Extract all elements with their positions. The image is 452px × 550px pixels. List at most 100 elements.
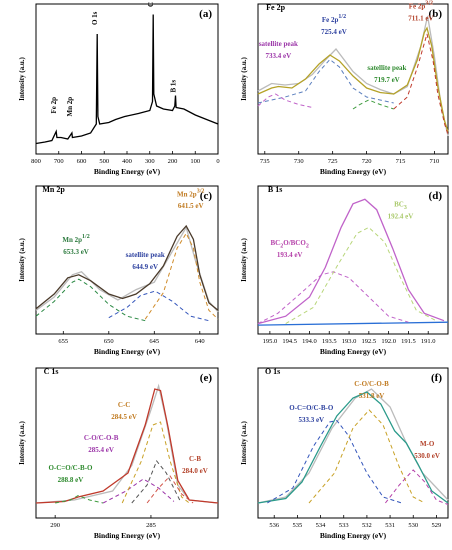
- panel-c: 655 650 645 640 Binding Energy (eV) Intensity…: [18, 185, 219, 356]
- series-line-1: [35, 388, 219, 504]
- peak-annotation: 533.3 eV: [298, 416, 324, 424]
- panel-letter: (e): [200, 372, 213, 384]
- plot-frame: [257, 3, 449, 155]
- peak-annotation: BC2O/BCO2: [271, 239, 309, 250]
- series-line-2: [55, 494, 104, 504]
- x-tick-label: 640: [195, 338, 205, 345]
- panel-title: B 1s: [268, 185, 282, 194]
- x-tick-label: 725: [328, 158, 338, 165]
- peak-annotation: O-C=O/C-B-O: [48, 464, 93, 472]
- x-tick-label: 0: [216, 158, 219, 165]
- series-line-0: [35, 383, 219, 504]
- series-line-0: [35, 225, 219, 313]
- panel-title: O 1s: [265, 367, 280, 376]
- series-line-1: [35, 224, 219, 311]
- series-line-2: [35, 278, 146, 322]
- peak-annotation: Fe 2p1/2: [322, 14, 346, 24]
- plot-frame: [35, 185, 219, 335]
- series-line-3: [108, 290, 210, 322]
- series-line-6: [131, 460, 181, 504]
- plot-frame: [257, 367, 449, 519]
- x-tick-label: 715: [396, 158, 406, 165]
- peak-annotation: 288.8 eV: [58, 476, 84, 484]
- panel-letter: (c): [200, 190, 213, 202]
- x-tick-label: 700: [54, 158, 64, 165]
- panel-e: 290 285 Binding Energy (eV) Intensity (a.u.…: [18, 367, 219, 540]
- peak-annotation: M-O: [420, 440, 435, 448]
- peak-annotation: satellite peak: [259, 40, 298, 48]
- plot-frame: [35, 3, 219, 155]
- peak-annotation: 653.3 eV: [63, 248, 89, 256]
- series-line-5: [393, 33, 449, 135]
- x-tick-label: 730: [294, 158, 304, 165]
- y-axis-label: Intensity (a.u.): [240, 237, 248, 281]
- x-tick-label: 533: [339, 522, 349, 529]
- x-tick-label: 400: [122, 158, 132, 165]
- panel-b: 735 730 725 720 715 710 Binding Energy (eV) Int…: [240, 1, 449, 176]
- series-line-1: [257, 198, 445, 325]
- x-tick-label: 195.0: [263, 338, 278, 345]
- series-line-2: [257, 58, 394, 104]
- y-axis-label: Intensity (a.u.): [240, 56, 248, 100]
- x-tick-label: 531: [385, 522, 395, 529]
- x-axis-label: Binding Energy (eV): [320, 347, 387, 356]
- series-line-0: [257, 15, 449, 137]
- x-tick-label: 530: [408, 522, 418, 529]
- peak-annotation: 719.7 eV: [374, 76, 400, 84]
- y-axis-label: Intensity (a.u.): [18, 420, 26, 464]
- x-tick-label: 710: [430, 158, 440, 165]
- peak-annotation: C-O/C-O-B: [354, 380, 389, 388]
- y-axis-label: Intensity (a.u.): [240, 420, 248, 464]
- series-line-3: [308, 409, 426, 504]
- x-tick-label: 800: [31, 158, 41, 165]
- plot-frame: [35, 367, 219, 519]
- peak-annotation: satellite peak: [126, 251, 165, 259]
- x-tick-label: 645: [149, 338, 159, 345]
- peak-annotation: C-C: [118, 401, 130, 409]
- series-line-4: [385, 469, 449, 505]
- x-tick-label: 285: [146, 522, 156, 529]
- peak-annotation: B 1s: [169, 80, 177, 93]
- series-line-3: [257, 93, 313, 108]
- series-line-1: [257, 391, 449, 504]
- panel-a: 800 700 600 500 400 300 200 100 0 Binding Energy …: [18, 0, 220, 176]
- x-axis-label: Binding Energy (eV): [94, 531, 161, 540]
- series-line-4: [121, 421, 190, 504]
- x-tick-label: 720: [362, 158, 372, 165]
- peak-annotation: 644.9 eV: [132, 263, 158, 271]
- x-tick-label: 655: [58, 338, 68, 345]
- x-tick-label: 532: [362, 522, 372, 529]
- peak-annotation: 530.0 eV: [414, 452, 440, 460]
- panel-title: Mn 2p: [42, 185, 65, 194]
- series-line-3: [285, 226, 437, 325]
- y-axis-label: Intensity (a.u.): [18, 237, 26, 281]
- peak-annotation: O-C=O/C-B-O: [289, 404, 334, 412]
- peak-annotation: 285.4 eV: [88, 446, 114, 454]
- x-tick-label: 194.5: [282, 338, 297, 345]
- peak-annotation: Mn 2p: [66, 97, 74, 117]
- peak-annotation: 192.4 eV: [388, 213, 414, 221]
- peak-annotation: Fe 2p3/2: [409, 1, 433, 11]
- peak-annotation: 641.5 eV: [178, 202, 204, 210]
- peak-annotation: 284.0 eV: [182, 467, 208, 475]
- x-tick-label: 500: [99, 158, 109, 165]
- series-line-2: [257, 271, 409, 325]
- x-tick-label: 200: [168, 158, 178, 165]
- peak-annotation: 193.4 eV: [277, 251, 303, 259]
- x-axis-label: Binding Energy (eV): [94, 347, 161, 356]
- peak-annotation: Mn 2p3/2: [177, 188, 204, 198]
- series-line-3: [102, 478, 175, 504]
- peak-annotation: C 1s: [147, 0, 155, 7]
- x-tick-label: 100: [190, 158, 200, 165]
- x-tick-label: 534: [316, 522, 327, 529]
- x-axis-label: Binding Energy (eV): [94, 167, 161, 176]
- peak-annotation: C-O/C-O-B: [84, 434, 119, 442]
- peak-annotation: 284.5 eV: [111, 413, 137, 421]
- panel-letter: (a): [199, 8, 212, 20]
- peak-annotation: satellite peak: [367, 64, 406, 72]
- x-tick-label: 191.5: [401, 338, 416, 345]
- panel-title: Fe 2p: [266, 3, 285, 12]
- peak-annotation: Mn 2p1/2: [62, 234, 89, 244]
- x-tick-label: 735: [260, 158, 270, 165]
